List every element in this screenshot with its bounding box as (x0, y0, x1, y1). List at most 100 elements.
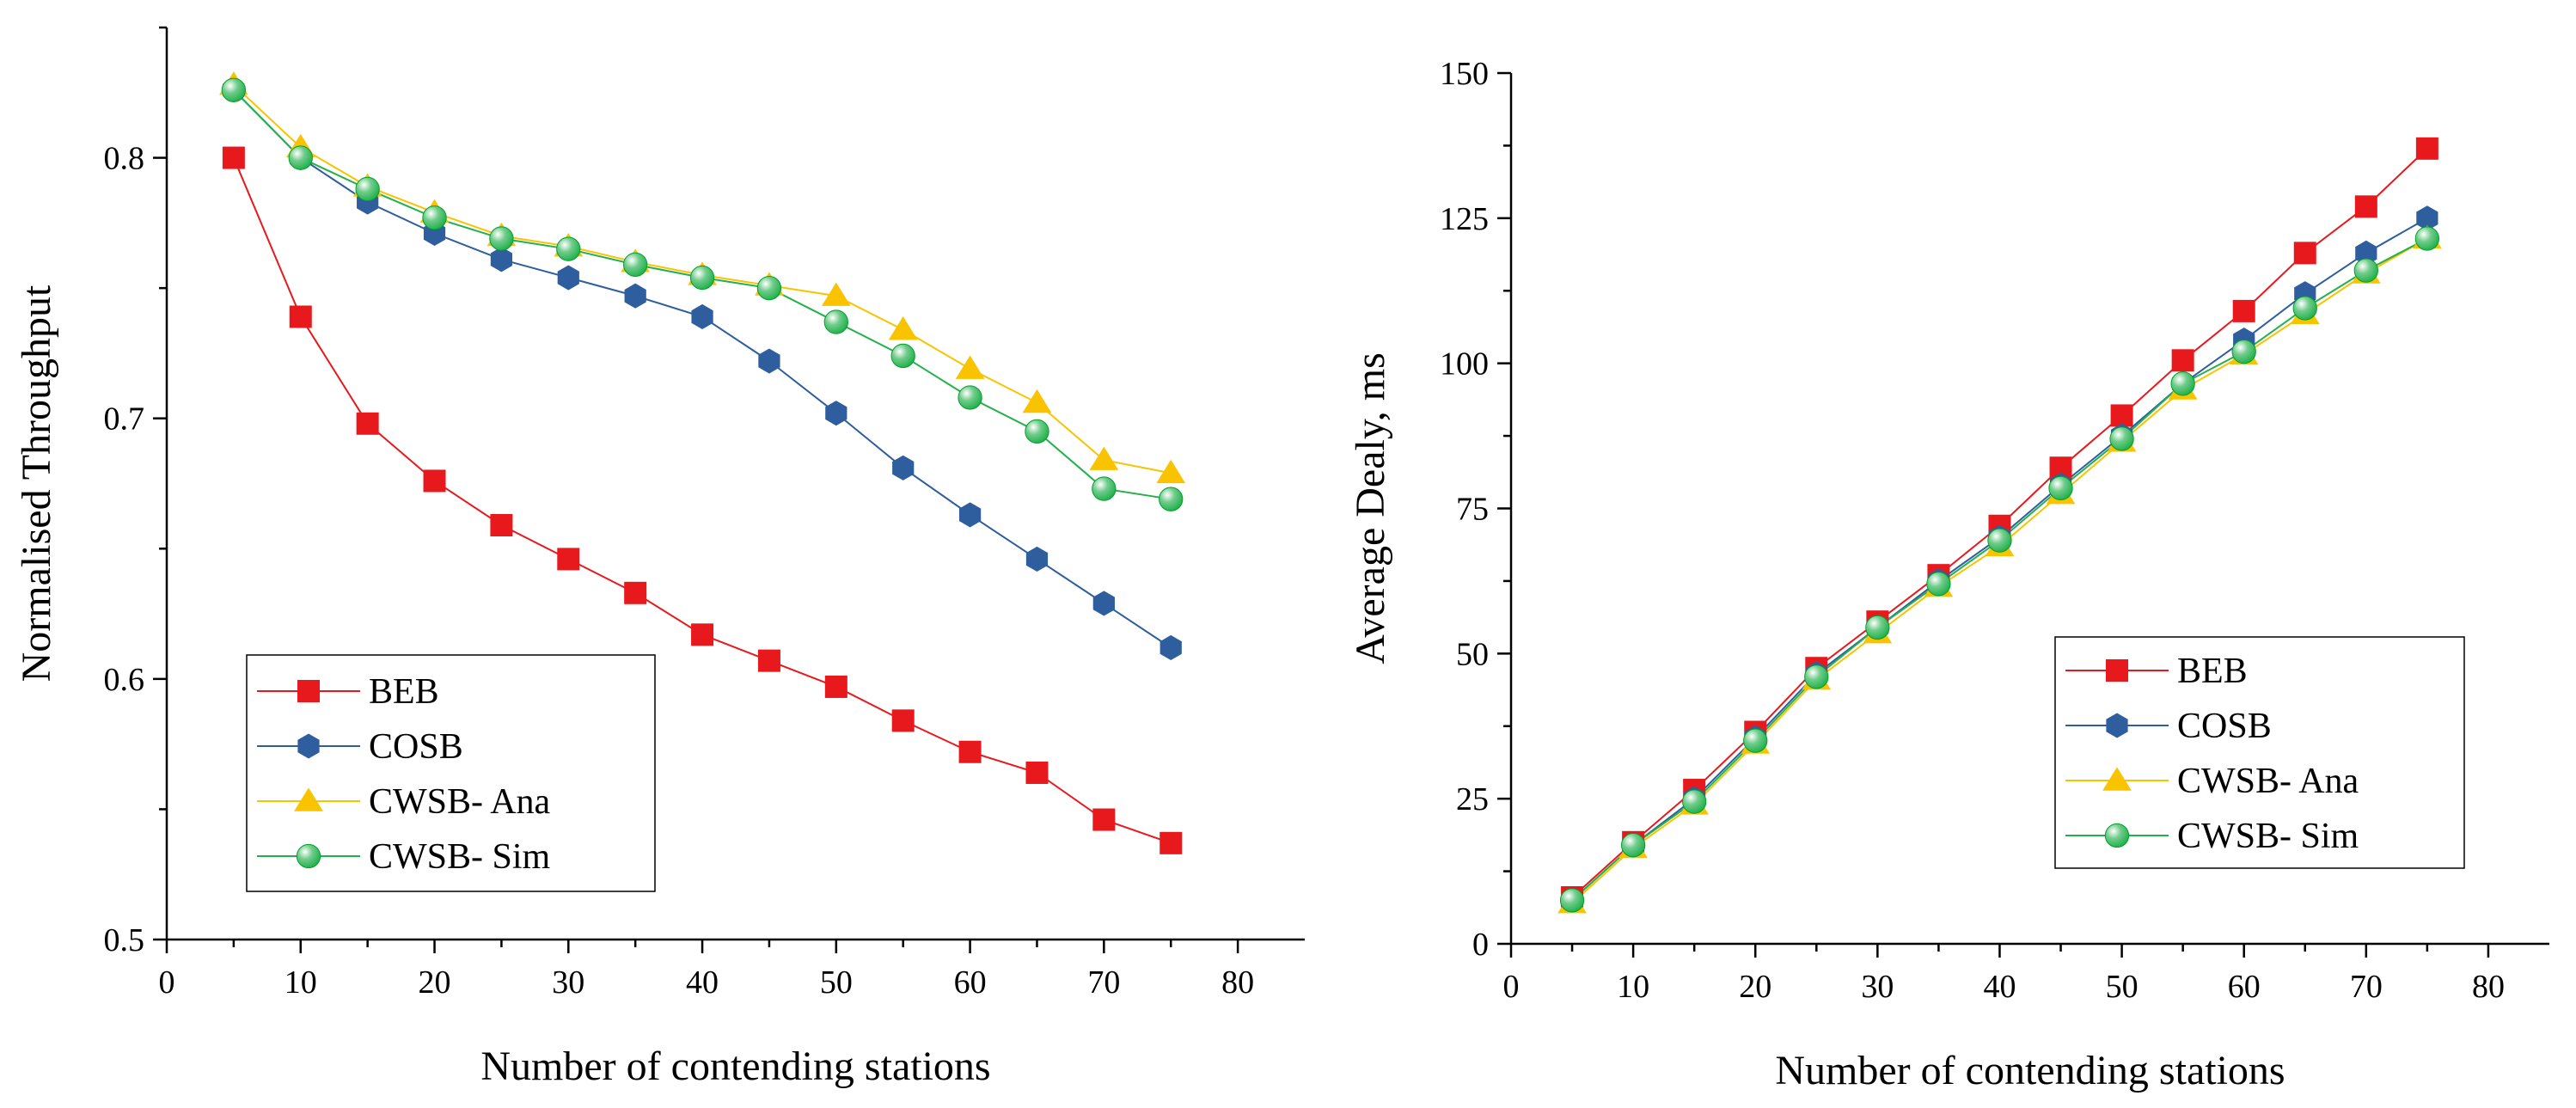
data-point (955, 355, 985, 379)
data-point (355, 176, 380, 202)
x-tick-label: 80 (1221, 964, 1254, 1001)
data-point (2109, 426, 2134, 451)
data-point (1160, 634, 1182, 661)
y-ticks: 0.5 0.6 0.7 0.8 (104, 26, 167, 958)
data-point (2231, 340, 2256, 364)
y-tick-label: 125 (1440, 201, 1489, 237)
data-point (888, 316, 918, 340)
x-tick-label: 70 (1087, 964, 1120, 1001)
data-point (958, 385, 982, 410)
data-point (1025, 761, 1049, 784)
data-point (1092, 808, 1116, 831)
axes (165, 28, 1305, 941)
x-tick-label: 10 (285, 964, 317, 1001)
markers-beb (222, 146, 1183, 854)
legend-marker (2104, 823, 2130, 848)
y-tick-label: 0.8 (104, 141, 145, 177)
data-point (2414, 226, 2440, 251)
y-ticks: 0 25 50 75 100 125 150 (1440, 56, 1511, 963)
data-point (891, 709, 915, 732)
data-point (758, 348, 780, 374)
legend-marker (2106, 713, 2128, 738)
data-point (757, 649, 780, 672)
legend-label: CWSB- Ana (369, 782, 551, 822)
legend-marker (2106, 659, 2128, 682)
data-point (1156, 459, 1186, 484)
legend: BEB COSB CWSB- Ana CWSB- Sim (2054, 636, 2465, 869)
data-point (1865, 615, 1890, 640)
data-point (2110, 404, 2133, 427)
x-tick-label: 40 (686, 964, 719, 1001)
y-tick-label: 0.7 (104, 401, 145, 438)
y-tick-label: 75 (1456, 492, 1489, 528)
x-axis-title: Number of contending stations (1775, 1048, 2285, 1093)
markers-cosb (223, 77, 1182, 661)
x-tick-label: 10 (1617, 969, 1649, 1005)
x-tick-label: 60 (954, 964, 987, 1001)
data-point (1926, 572, 1951, 597)
data-point (1025, 419, 1049, 444)
legend-item-cosb: COSB (2065, 707, 2272, 746)
data-point (825, 401, 847, 426)
data-point (1559, 888, 1585, 913)
data-point (1682, 789, 1707, 814)
x-tick-label: 40 (1983, 969, 2016, 1005)
markers-cwsb-sim (221, 77, 1184, 511)
data-point (2171, 349, 2194, 372)
data-point (2353, 258, 2378, 283)
data-point (289, 305, 312, 328)
x-ticks: 0 10 20 30 40 50 60 70 80 (159, 940, 1254, 1001)
x-tick-label: 20 (419, 964, 451, 1001)
throughput-chart: 0 10 20 30 40 50 60 70 80 0.5 0.6 0.7 0.8 Number of c… (14, 26, 1305, 1089)
legend-item-beb: BEB (257, 672, 439, 712)
x-tick-label: 30 (1861, 969, 1894, 1005)
x-tick-label: 80 (2472, 969, 2505, 1005)
legend-marker (2102, 767, 2132, 791)
data-point (222, 146, 245, 169)
x-tick-label: 0 (159, 964, 175, 1001)
data-point (490, 247, 513, 272)
y-tick-label: 150 (1440, 56, 1489, 92)
x-ticks: 0 10 20 30 40 50 60 70 80 (1503, 944, 2505, 1005)
legend-marker (297, 733, 320, 759)
legend-label: BEB (369, 672, 439, 712)
legend-marker (294, 787, 323, 811)
data-point (1987, 528, 2012, 553)
y-tick-label: 25 (1456, 781, 1489, 817)
data-point (2354, 195, 2377, 218)
data-point (356, 412, 379, 435)
legend-item-cwsb-sim: CWSB- Sim (2065, 817, 2359, 856)
x-tick-label: 0 (1503, 969, 1520, 1005)
data-point (1092, 591, 1115, 616)
data-point (1620, 833, 1646, 858)
legend-item-cosb: COSB (257, 727, 463, 767)
data-point (691, 303, 713, 330)
data-point (489, 226, 514, 251)
legend-label: COSB (369, 727, 463, 767)
legend-label: BEB (2177, 652, 2248, 691)
data-point (2048, 475, 2073, 501)
data-point (288, 145, 313, 170)
legend-marker (297, 680, 320, 702)
legend-item-cwsb-ana: CWSB- Ana (257, 782, 551, 822)
data-point (958, 740, 982, 763)
data-point (1159, 487, 1184, 511)
data-point (2170, 371, 2195, 396)
x-tick-label: 60 (2228, 969, 2261, 1005)
y-tick-label: 100 (1440, 346, 1489, 383)
data-point (1743, 728, 1768, 753)
x-tick-label: 70 (2350, 969, 2383, 1005)
legend: BEB COSB CWSB- Ana CWSB- Sim (246, 654, 656, 892)
legend-label: CWSB- Ana (2177, 762, 2359, 801)
x-tick-label: 30 (552, 964, 584, 1001)
markers-cwsb-sim (1559, 226, 2440, 913)
data-point (490, 514, 513, 537)
x-tick-label: 20 (1739, 969, 1771, 1005)
y-tick-label: 0 (1472, 927, 1489, 963)
data-point (2292, 296, 2317, 321)
data-point (422, 205, 447, 230)
data-point (691, 623, 714, 646)
data-point (624, 283, 646, 309)
x-axis-title: Number of contending stations (480, 1044, 990, 1089)
